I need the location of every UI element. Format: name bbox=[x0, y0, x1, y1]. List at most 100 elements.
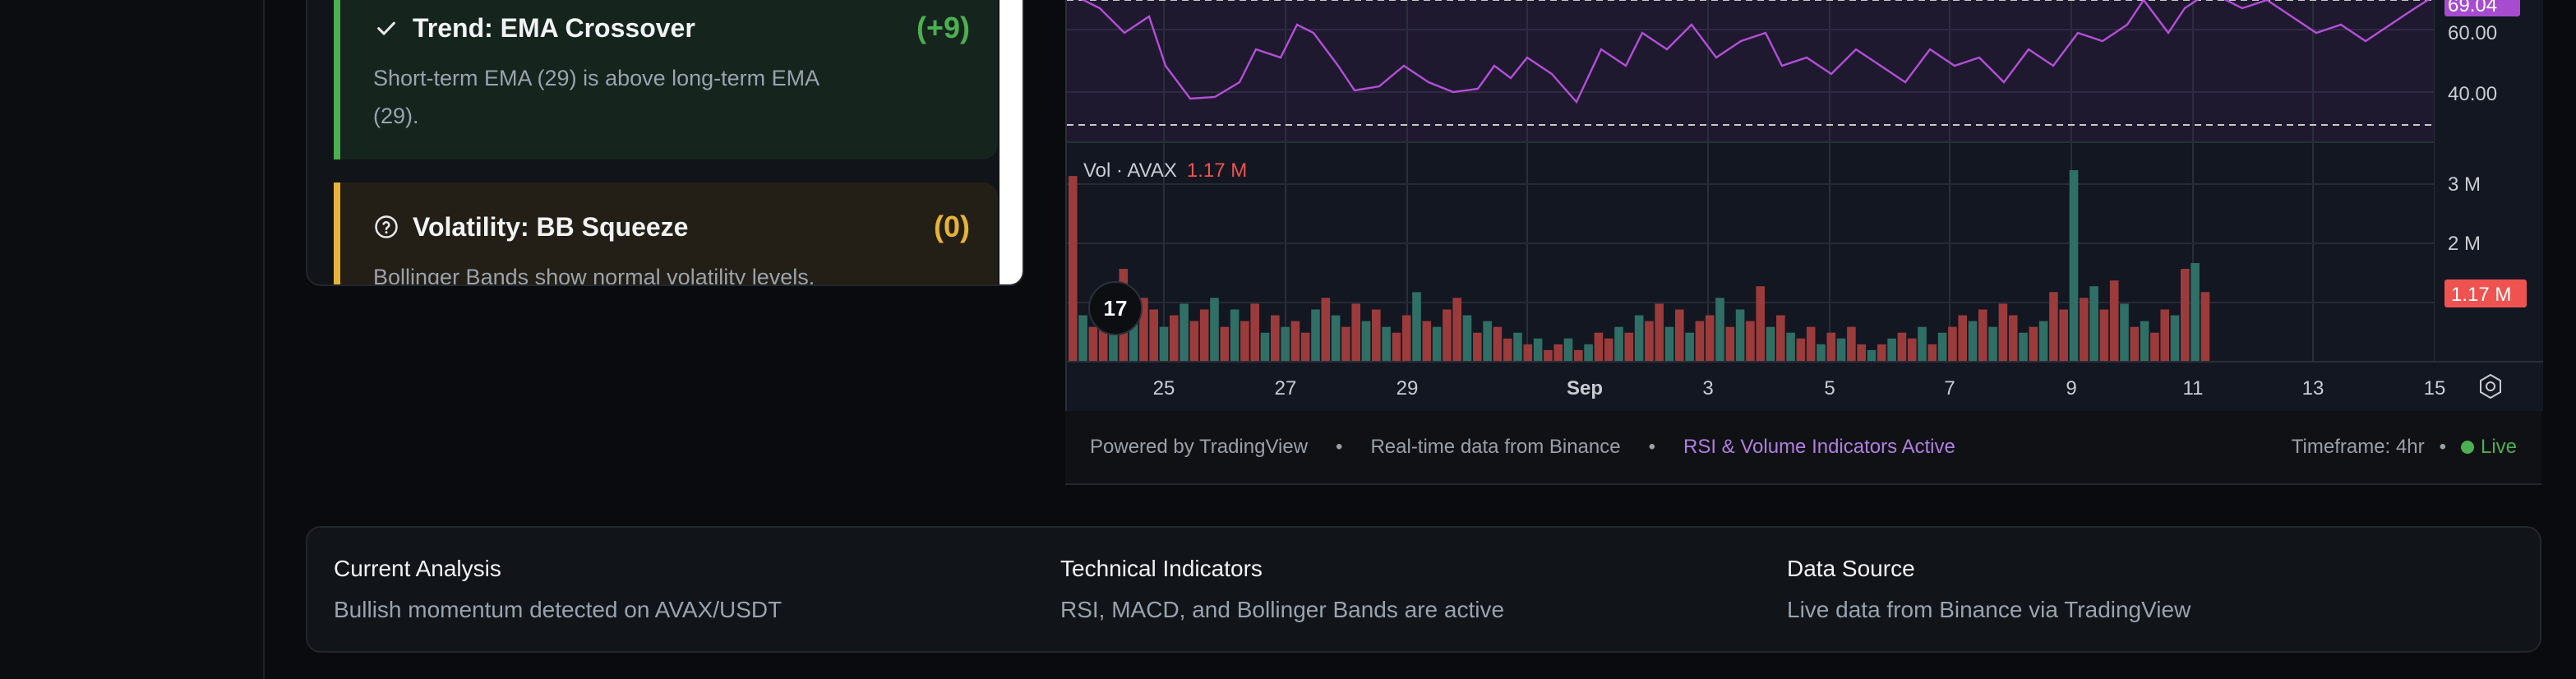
volume-bar bbox=[1473, 332, 1482, 362]
check-icon bbox=[373, 15, 399, 41]
volume-bar bbox=[1624, 332, 1634, 362]
volume-bar bbox=[1493, 326, 1503, 362]
volume-bar bbox=[1432, 326, 1442, 362]
volume-bar bbox=[1604, 338, 1613, 362]
volume-bar bbox=[1149, 309, 1158, 362]
volume-bar bbox=[1210, 298, 1219, 362]
volume-bar bbox=[2109, 280, 2119, 362]
volume-bar bbox=[1372, 309, 1381, 362]
volume-bar bbox=[1998, 303, 2008, 362]
volume-bar bbox=[1705, 315, 1715, 362]
volume-bar bbox=[1199, 309, 1209, 362]
rsi-axis-label: 40.00 bbox=[2448, 83, 2497, 105]
volume-legend: Vol · AVAX 1.17 M bbox=[1083, 159, 1247, 182]
volume-bar bbox=[1290, 321, 1300, 362]
volume-bar bbox=[1735, 309, 1745, 362]
info-title: Current Analysis bbox=[334, 556, 501, 581]
live-status: Live bbox=[2460, 436, 2517, 459]
rsi-line bbox=[1081, 0, 2431, 104]
volume-bar bbox=[1958, 315, 1967, 362]
volume-bar bbox=[1786, 332, 1795, 362]
volume-bar bbox=[1746, 321, 1755, 362]
separator-dot: • bbox=[1336, 436, 1343, 458]
chart-settings-icon[interactable] bbox=[2480, 373, 2501, 400]
volume-bar bbox=[1189, 321, 1199, 362]
volume-bar bbox=[1321, 298, 1331, 362]
tradingview-logo-icon[interactable]: 17 bbox=[1088, 281, 1143, 335]
volume-axis-label: 3 M bbox=[2448, 173, 2481, 196]
volume-bar bbox=[1412, 292, 1421, 362]
volume-bar bbox=[1725, 326, 1735, 362]
time-axis-label: Sep bbox=[1567, 377, 1603, 400]
live-dot-icon bbox=[2460, 441, 2474, 454]
volume-bar bbox=[1250, 303, 1259, 362]
volume-bar bbox=[1401, 315, 1411, 362]
volume-bar bbox=[1806, 326, 1816, 362]
volume-bar bbox=[2150, 332, 2159, 362]
tradingview-chart[interactable]: 69.04 60.00 40.00 3 M 2 M 1.17 M 25 27 29 Sep 3 5 7 9… bbox=[1065, 0, 2543, 411]
volume-bar bbox=[2120, 303, 2129, 362]
volume-bar bbox=[1918, 326, 1927, 362]
rsi-axis-label: 69.04 bbox=[2448, 0, 2497, 16]
volume-bar bbox=[1988, 326, 1997, 362]
question-circle-icon bbox=[373, 214, 399, 240]
volume-bar bbox=[2170, 315, 2180, 362]
volume-bar bbox=[2140, 321, 2149, 362]
signal-title: Volatility: BB Squeeze bbox=[413, 211, 689, 242]
volume-bar bbox=[1503, 338, 1512, 362]
chart-canvas[interactable]: 69.04 60.00 40.00 3 M 2 M 1.17 M 25 27 29 Sep 3 5 7 9… bbox=[1067, 0, 2543, 411]
volume-bar bbox=[1715, 298, 1724, 362]
time-axis-label: 13 bbox=[2302, 377, 2324, 400]
signal-title: Trend: EMA Crossover bbox=[413, 12, 695, 43]
separator-dot: • bbox=[1648, 436, 1655, 458]
volume-bar bbox=[1351, 303, 1360, 362]
live-label: Live bbox=[2480, 436, 2517, 458]
volume-bar bbox=[1533, 338, 1543, 362]
volume-bar bbox=[1847, 326, 1856, 362]
volume-bar bbox=[2069, 170, 2079, 362]
volume-bar bbox=[1483, 321, 1492, 362]
volume-bar bbox=[1695, 321, 1705, 362]
volume-bar bbox=[2130, 326, 2140, 362]
time-axis-label: 9 bbox=[2066, 377, 2076, 400]
volume-bar bbox=[2059, 309, 2068, 362]
volume-axis-label: 2 M bbox=[2448, 233, 2481, 255]
info-text: RSI, MACD, and Bollinger Bands are activ… bbox=[1060, 597, 1505, 622]
left-sidebar bbox=[0, 0, 265, 679]
volume-bar bbox=[2049, 292, 2058, 362]
info-data-source: Data Source Live data from Binance via T… bbox=[1787, 528, 2514, 651]
volume-bar bbox=[1392, 332, 1401, 362]
volume-bar bbox=[1685, 332, 1694, 362]
scrollbar[interactable] bbox=[999, 0, 1023, 284]
rsi-value-badge bbox=[2444, 0, 2520, 16]
rsi-axis-label: 60.00 bbox=[2448, 22, 2497, 44]
volume-value-badge-text: 1.17 M bbox=[2451, 284, 2511, 306]
indicators-active-text: RSI & Volume Indicators Active bbox=[1683, 436, 1955, 458]
time-axis-label: 29 bbox=[1396, 377, 1419, 400]
volume-bar bbox=[1948, 326, 1957, 362]
volume-bar bbox=[1069, 176, 1078, 362]
volume-bar bbox=[1887, 338, 1896, 362]
info-title: Technical Indicators bbox=[1060, 556, 1263, 581]
volume-bar bbox=[1584, 344, 1593, 362]
volume-bar bbox=[1574, 349, 1583, 362]
volume-bar bbox=[2099, 309, 2109, 362]
volume-bar bbox=[1817, 344, 1826, 362]
signal-score: (+9) bbox=[916, 11, 970, 44]
time-axis-label: 7 bbox=[1944, 377, 1955, 400]
signals-panel: Trend: EMA Crossover (+9) Short-term EMA… bbox=[306, 0, 1024, 286]
volume-bar bbox=[2008, 315, 2018, 362]
volume-bar bbox=[1271, 315, 1280, 362]
volume-bar bbox=[1260, 332, 1270, 362]
signals-list[interactable]: Trend: EMA Crossover (+9) Short-term EMA… bbox=[334, 0, 998, 284]
time-axis-label: 25 bbox=[1153, 377, 1175, 400]
volume-bar bbox=[1159, 326, 1169, 362]
volume-value-badge bbox=[2444, 279, 2527, 307]
rsi-pane-bg bbox=[1067, 0, 2435, 141]
volume-bar bbox=[1422, 321, 1432, 362]
volume-bar bbox=[1523, 344, 1533, 362]
time-axis-label: 15 bbox=[2424, 377, 2446, 400]
volume-bar bbox=[1098, 309, 1108, 362]
info-technical-indicators: Technical Indicators RSI, MACD, and Boll… bbox=[1060, 528, 1787, 651]
volume-bar bbox=[1553, 344, 1563, 362]
